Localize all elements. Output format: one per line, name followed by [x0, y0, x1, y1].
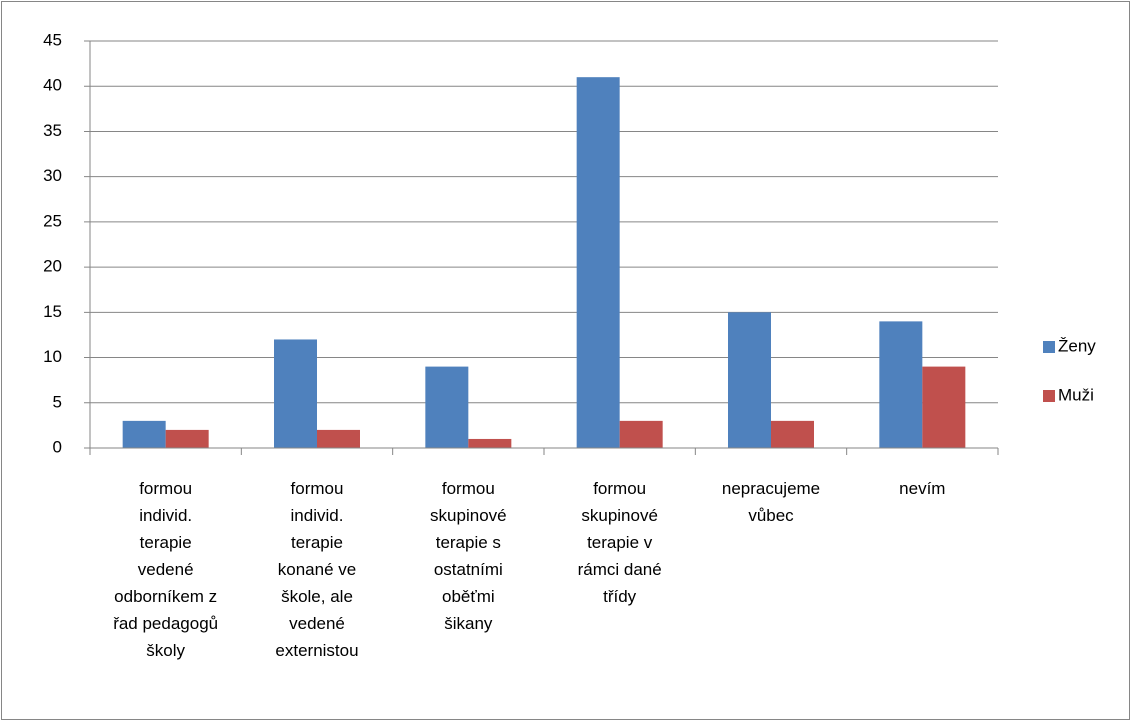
bar: [317, 429, 360, 448]
label-line: terapie: [140, 533, 192, 552]
label-line: konané ve: [278, 560, 356, 579]
bar: [576, 77, 620, 448]
bar: [425, 366, 469, 448]
bar: [468, 438, 512, 448]
x-tick-label: formou individ. terapie konané ve škole, ale…: [275, 479, 358, 660]
label-line: individ.: [139, 506, 192, 525]
label-line: vůbec: [748, 506, 794, 525]
y-tick-label: 10: [43, 347, 62, 366]
label-line: formou: [291, 479, 344, 498]
label-line: škole, ale: [281, 587, 353, 606]
y-tick-label: 40: [43, 76, 62, 95]
y-tick-label: 5: [53, 392, 62, 411]
label-line: nevím: [899, 479, 945, 498]
label-line: ostatními: [434, 560, 503, 579]
x-tick-label: nevím: [899, 479, 945, 498]
bar: [879, 321, 923, 448]
label-line: třídy: [603, 587, 637, 606]
label-line: formou: [593, 479, 646, 498]
y-tick-label: 0: [53, 437, 62, 456]
y-tick-label: 35: [43, 121, 62, 140]
y-tick-label: 30: [43, 166, 62, 185]
label-line: vedené: [289, 614, 345, 633]
x-tick-label: formou skupinové terapie s ostatními oběťmi š…: [430, 479, 507, 633]
bar: [619, 420, 663, 448]
label-line: terapie s: [436, 533, 501, 552]
label-line: terapie: [291, 533, 343, 552]
bar: [274, 339, 317, 448]
legend-swatch: [1043, 341, 1055, 353]
label-line: řad pedagogů: [113, 614, 218, 633]
x-tick-label: formou individ. terapie vedené odborníkem z ř…: [113, 479, 218, 660]
y-tick-label: 25: [43, 211, 62, 230]
bar: [122, 420, 166, 448]
label-line: formou: [442, 479, 495, 498]
label-line: školy: [146, 641, 185, 660]
label-line: skupinové: [581, 506, 658, 525]
legend-swatch: [1043, 390, 1055, 402]
legend-label: Ženy: [1058, 336, 1096, 355]
label-line: externistou: [275, 641, 358, 660]
label-line: individ.: [291, 506, 344, 525]
bar: [922, 366, 966, 448]
x-tick-label: nepracujeme vůbec: [722, 479, 820, 525]
label-line: skupinové: [430, 506, 507, 525]
label-line: nepracujeme: [722, 479, 820, 498]
label-line: rámci dané: [578, 560, 662, 579]
bar: [728, 312, 771, 448]
y-tick-label: 15: [43, 302, 62, 321]
label-line: vedené: [138, 560, 194, 579]
x-tick-label: formou skupinové terapie v rámci dané třídy: [578, 479, 662, 606]
label-line: odborníkem z: [114, 587, 217, 606]
label-line: formou: [139, 479, 192, 498]
label-line: oběťmi: [442, 587, 495, 606]
y-tick-label: 45: [43, 30, 62, 49]
y-tick-label: 20: [43, 257, 62, 276]
label-line: terapie v: [587, 533, 653, 552]
legend-label: Muži: [1058, 385, 1094, 404]
bar: [165, 429, 209, 448]
label-line: šikany: [444, 614, 493, 633]
bar: [771, 420, 814, 448]
